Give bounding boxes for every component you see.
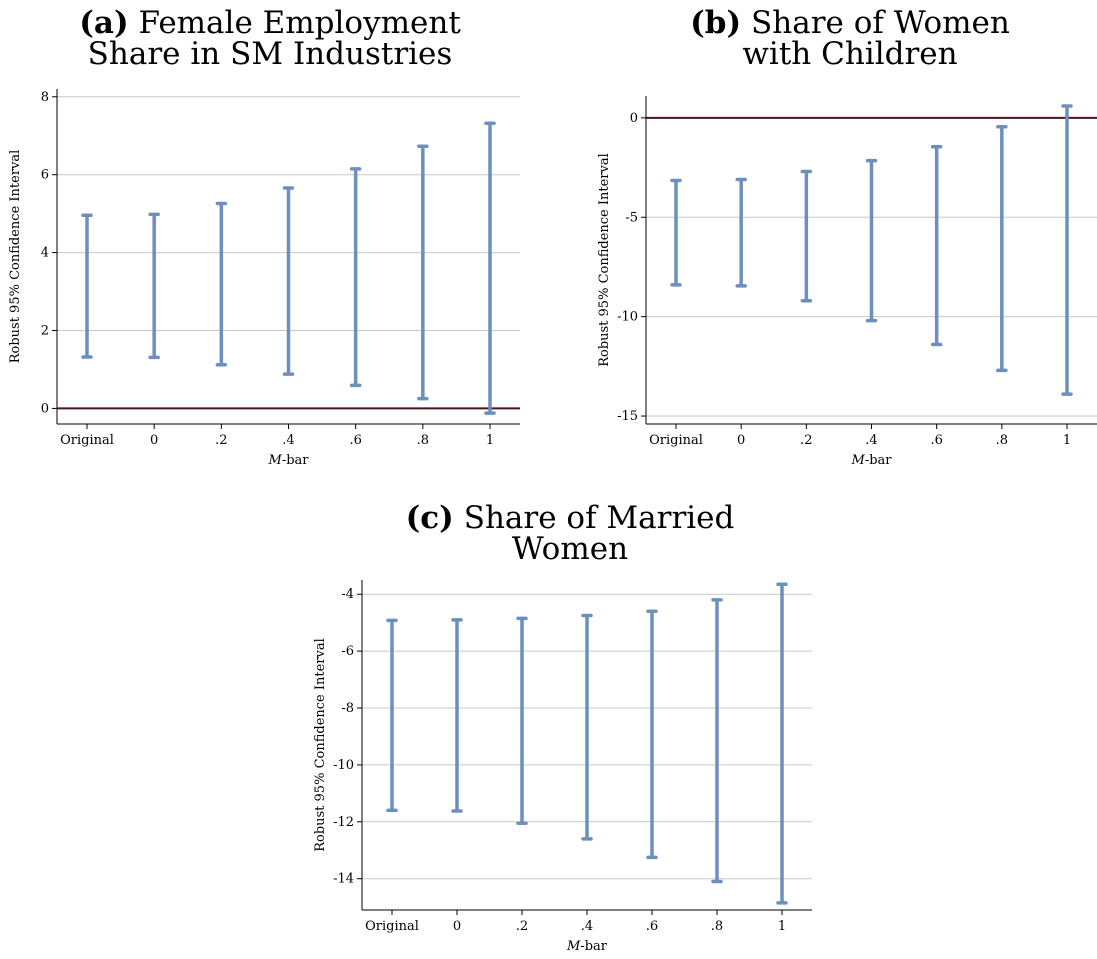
panel-b-x-tick-label: Original [649,433,703,448]
panel-b-title-line2: with Children [742,36,958,72]
panel-b-x-tick-label: 1 [1063,433,1071,448]
panel-a-title-line2: Share in SM Industries [87,36,453,72]
panel-a-y-tick-label: 6 [41,168,49,183]
panel-a-y-tick-label: 2 [41,324,49,339]
panel-a-title: (a) Female Employment Share in SM Indust… [40,8,500,70]
panel-b-x-tick-label: .8 [996,433,1008,448]
panel-c-y-tick-label: -14 [333,872,354,887]
panel-a-x-tick-label: 0 [150,433,158,448]
panel-c-title: (c) Share of Married Women [340,503,800,565]
panel-c-y-tick-label: -4 [341,587,354,602]
panel-c-x-tick-label: Original [365,919,419,934]
panel-c-x-tick-label: .8 [711,919,723,934]
panel-a-y-tick-label: 0 [41,401,49,416]
panel-b-x-tick-label: .2 [800,433,812,448]
panel-b-y-tick-label: -15 [617,409,638,424]
panel-c-x-axis-label: M-bar [566,939,608,954]
panel-b-x-axis-label: M-bar [851,453,893,468]
panel-b-y-tick-label: -10 [617,310,638,325]
panel-c-title-line1: Share of Married [463,500,735,536]
panel-b-y-tick-label: -5 [625,210,638,225]
panel-a-y-tick-label: 4 [41,246,49,261]
panel-a-x-tick-label: .4 [282,433,294,448]
panel-a-y-tick-label: 8 [41,90,49,105]
panel-a-x-tick-label: .8 [417,433,429,448]
panel-b-title-line1: Share of Women [751,5,1010,41]
panel-c-tag: (c) [405,500,454,536]
panel-b-y-axis-label: Robust 95% Confidence Interval [597,153,612,367]
panel-c-x-tick-label: 1 [778,919,786,934]
panel-c-x-tick-label: 0 [453,919,461,934]
panel-c-y-tick-label: -12 [333,815,354,830]
panel-c-y-tick-label: -6 [341,644,354,659]
panel-b-x-tick-label: .4 [865,433,877,448]
panel-a-x-axis-label: M-bar [268,453,310,468]
panel-c-x-tick-label: .6 [646,919,658,934]
panel-c-x-tick-label: .2 [516,919,528,934]
panel-a-title-line1: Female Employment [138,5,461,41]
panel-b-title: (b) Share of Women with Children [620,8,1080,70]
panel-c-title-line2: Women [511,531,629,567]
panel-a-x-tick-label: .2 [215,433,227,448]
panel-c-y-axis-label: Robust 95% Confidence Interval [313,638,328,852]
panel-b-y-tick-label: 0 [630,111,638,126]
panel-a-x-tick-label: Original [60,433,114,448]
panel-b-x-tick-label: .6 [930,433,942,448]
panel-a-y-axis-label: Robust 95% Confidence Interval [8,150,23,364]
panel-b-x-tick-label: 0 [737,433,745,448]
panel-b-tag: (b) [690,5,742,41]
panel-c-x-tick-label: .4 [581,919,593,934]
panel-c-y-tick-label: -8 [341,701,354,716]
panel-a-x-tick-label: 1 [486,433,494,448]
panel-c-y-tick-label: -10 [333,758,354,773]
panel-a-tag: (a) [79,5,129,41]
panel-a-x-tick-label: .6 [349,433,361,448]
